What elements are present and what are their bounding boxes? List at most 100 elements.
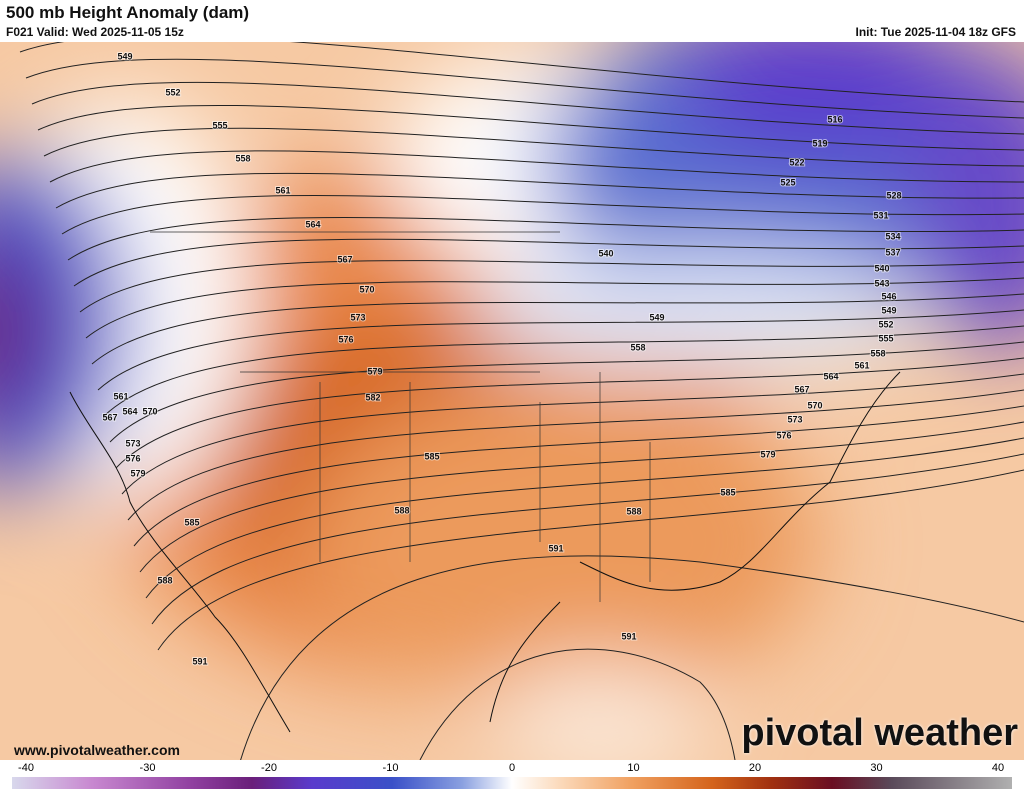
contour-label: 516: [827, 114, 842, 124]
contour-line: [157, 469, 1024, 651]
contour-line: [67, 216, 1024, 261]
contour-line: [115, 357, 1024, 469]
contour-label: 576: [125, 453, 140, 463]
contour-label: 588: [157, 575, 172, 585]
contour-label: 558: [235, 153, 250, 163]
coastline: [69, 371, 901, 733]
contour-line: [79, 260, 1024, 313]
contour-label: 525: [780, 177, 795, 187]
title: 500 mb Height Anomaly (dam): [6, 3, 250, 22]
contour-line: [25, 58, 1024, 119]
colorbar-tick-label: 30: [870, 762, 883, 774]
website: www.pivotalweather.com: [14, 742, 180, 758]
contour-label: 579: [367, 366, 382, 376]
contour-label: 561: [854, 360, 869, 370]
contour-label: 540: [598, 248, 613, 258]
contour-line: [109, 341, 1024, 443]
contour-label: 567: [337, 254, 352, 264]
contour-label: 558: [630, 342, 645, 352]
contour-line: [43, 127, 1024, 167]
contour-label: 546: [881, 291, 896, 301]
contour-label: 522: [789, 157, 804, 167]
contour-label: 537: [885, 247, 900, 257]
contour-label: 531: [873, 210, 888, 220]
contour-label: 564: [305, 219, 320, 229]
colorbar-tick-label: 20: [748, 762, 762, 774]
state-borders: [150, 231, 651, 602]
contour-line: [133, 405, 1024, 547]
contour-label: 588: [626, 506, 641, 516]
contour-label: 564: [122, 406, 137, 416]
colorbar: [12, 777, 1012, 789]
contour-label: 558: [870, 348, 885, 358]
contour-label: 591: [548, 543, 563, 553]
contour-label: 549: [649, 312, 664, 322]
contour-labels: 5495525555585615645675705735765795825855…: [101, 50, 902, 667]
anomaly-field: [0, 42, 1024, 760]
contour-line: [139, 421, 1024, 573]
colorbar-tick-label: -10: [382, 762, 399, 774]
contour-label: 582: [365, 392, 380, 402]
contour-label: 573: [350, 312, 365, 322]
contour-label: 570: [142, 406, 157, 416]
colorbar-area: -40 -30 -20 -10 0 10 20 30 40: [0, 760, 1024, 791]
contour-label: 564: [823, 371, 838, 381]
contour-line: [419, 648, 736, 760]
contour-label: 561: [113, 391, 128, 401]
height-contours: [19, 42, 1024, 760]
map: 5495525555585615645675705735765795825855…: [0, 42, 1024, 760]
contour-label: 552: [165, 87, 180, 97]
contour-line: [127, 389, 1024, 521]
contour-line: [73, 238, 1024, 287]
contour-label: 570: [359, 284, 374, 294]
contour-label: 576: [338, 334, 353, 344]
colorbar-tick-label: 40: [991, 762, 1005, 774]
contour-label: 567: [794, 384, 809, 394]
contour-label: 549: [117, 51, 132, 61]
contour-label: 588: [394, 505, 409, 515]
contour-label: 561: [275, 185, 290, 195]
contour-label: 552: [878, 319, 893, 329]
contour-line: [145, 437, 1024, 599]
contour-label: 555: [212, 120, 227, 130]
contour-line: [103, 325, 1024, 417]
contour-label: 534: [885, 231, 900, 241]
logo: pivotal weather: [741, 712, 1018, 754]
contour-line: [151, 453, 1024, 625]
colorbar-ticks: -40 -30 -20 -10 0 10 20 30 40: [0, 760, 1024, 776]
contour-label: 573: [125, 438, 140, 448]
valid-time: F021 Valid: Wed 2025-11-05 15z: [6, 25, 184, 39]
colorbar-tick-label: -30: [139, 762, 156, 774]
contour-label: 528: [886, 190, 901, 200]
contour-label: 519: [812, 138, 827, 148]
contour-line: [37, 104, 1024, 151]
contour-line: [55, 172, 1024, 209]
contour-line: [19, 42, 1024, 103]
contour-line: [61, 195, 1024, 235]
contour-line: [49, 150, 1024, 183]
contour-line: [240, 555, 1024, 760]
contour-line: [97, 309, 1024, 391]
contour-label: 591: [192, 656, 207, 666]
contour-label: 576: [776, 430, 791, 440]
contour-line: [91, 293, 1024, 365]
contour-label: 579: [130, 468, 145, 478]
contour-label: 540: [874, 263, 889, 273]
colorbar-tick-label: -40: [18, 762, 34, 774]
contour-line: [85, 277, 1024, 339]
contour-label: 549: [881, 305, 896, 315]
contour-label: 567: [102, 412, 117, 422]
contour-label: 591: [621, 631, 636, 641]
contour-label: 585: [720, 487, 735, 497]
colorbar-tick-label: 0: [508, 762, 516, 774]
contour-line: [121, 373, 1024, 495]
contour-label: 585: [184, 517, 199, 527]
contour-line: [31, 81, 1024, 135]
contour-label: 579: [760, 449, 775, 459]
init-time: Init: Tue 2025-11-04 18z GFS: [855, 25, 1016, 39]
contour-label: 543: [874, 278, 889, 288]
contour-label: 585: [424, 451, 439, 461]
contour-label: 570: [807, 400, 822, 410]
contour-label: 555: [878, 333, 893, 343]
